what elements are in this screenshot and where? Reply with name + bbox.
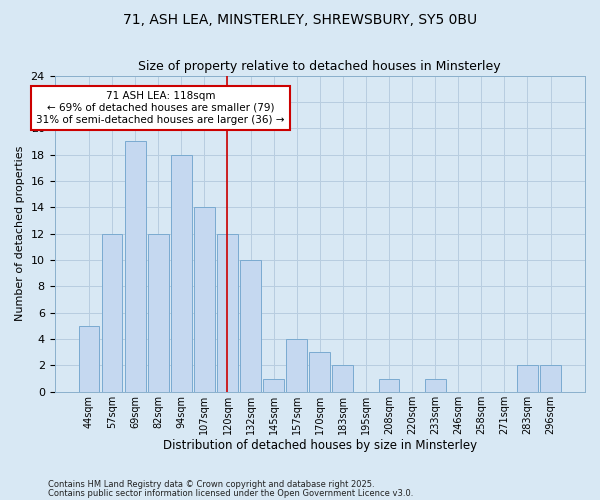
Bar (148, 234, 169, 392)
Text: Contains public sector information licensed under the Open Government Licence v3: Contains public sector information licen… (48, 489, 413, 498)
Bar (125, 142, 146, 392)
X-axis label: Distribution of detached houses by size in Minsterley: Distribution of detached houses by size … (163, 440, 477, 452)
Bar (540, 366, 561, 392)
Text: Contains HM Land Registry data © Crown copyright and database right 2025.: Contains HM Land Registry data © Crown c… (48, 480, 374, 489)
Bar (517, 366, 538, 392)
Bar (332, 366, 353, 392)
Text: 71, ASH LEA, MINSTERLEY, SHREWSBURY, SY5 0BU: 71, ASH LEA, MINSTERLEY, SHREWSBURY, SY5… (123, 12, 477, 26)
Bar (79, 326, 100, 392)
Title: Size of property relative to detached houses in Minsterley: Size of property relative to detached ho… (139, 60, 501, 73)
Y-axis label: Number of detached properties: Number of detached properties (15, 146, 25, 322)
Bar (286, 339, 307, 392)
Bar (263, 378, 284, 392)
Bar (102, 234, 122, 392)
Text: 71 ASH LEA: 118sqm
← 69% of detached houses are smaller (79)
31% of semi-detache: 71 ASH LEA: 118sqm ← 69% of detached hou… (37, 92, 285, 124)
Bar (425, 378, 446, 392)
Bar (240, 260, 261, 392)
Bar (217, 234, 238, 392)
Bar (194, 208, 215, 392)
Bar (379, 378, 400, 392)
Bar (310, 352, 330, 392)
Bar (171, 154, 192, 392)
